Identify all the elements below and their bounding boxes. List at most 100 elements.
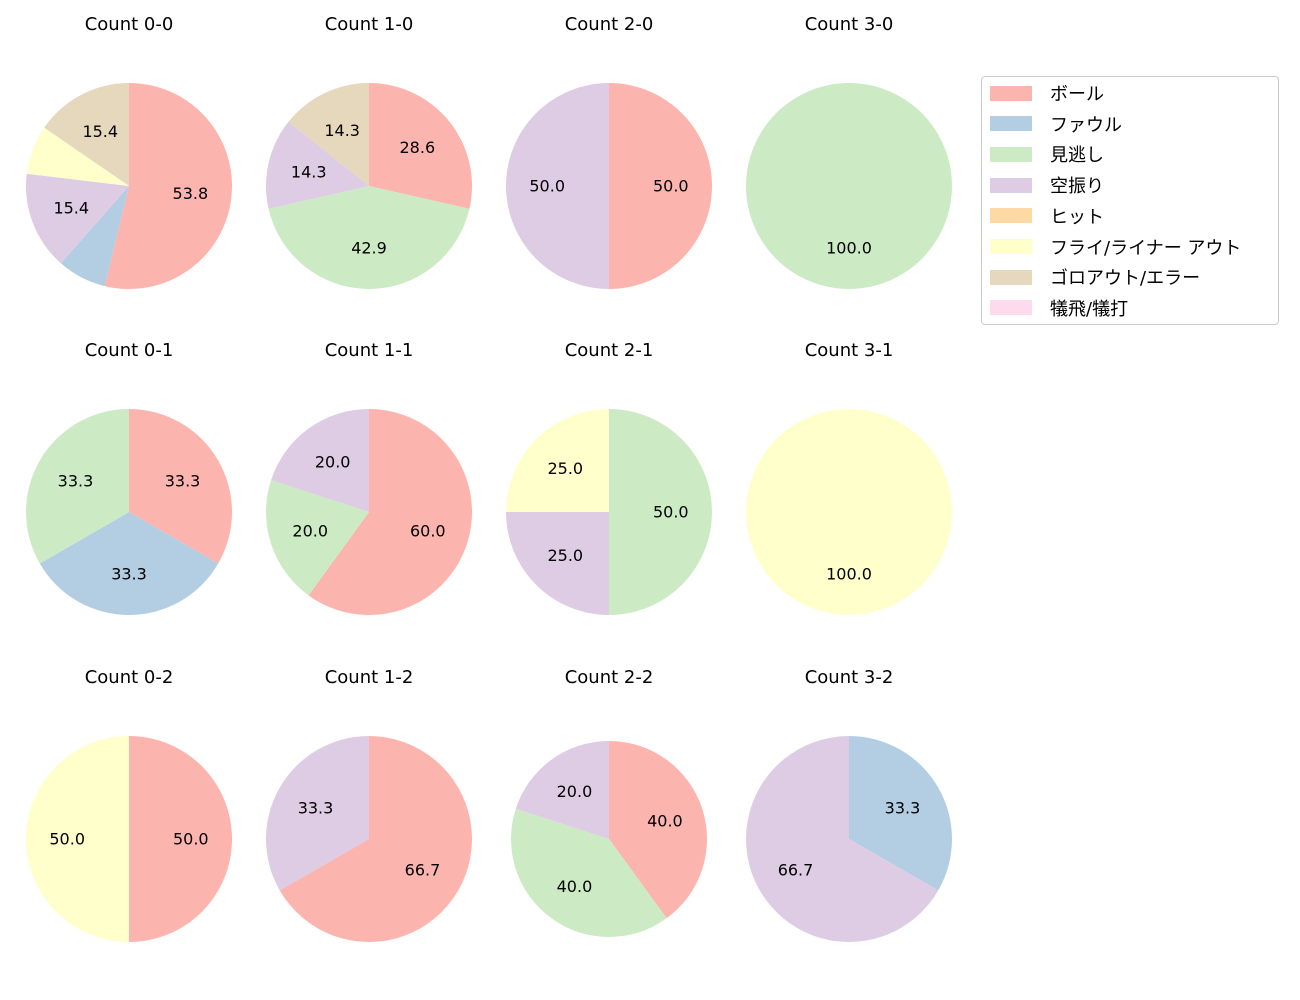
subplot-title: Count 1-2 bbox=[324, 667, 414, 688]
pie-chart: 28.6 42.9 14.3 14.3 bbox=[266, 83, 472, 289]
legend-item: 見逃し bbox=[990, 142, 1104, 166]
chart-legend: ボールファウル見逃し空振りヒットフライ/ライナー アウト ゴロアウト/エラー 犠飛/… bbox=[981, 76, 1279, 325]
slice-value-label: 100.0 bbox=[826, 564, 872, 583]
pie-slice bbox=[129, 409, 232, 564]
pie-chart: 100.0 bbox=[746, 409, 952, 615]
legend-label: 犠飛/犠打 bbox=[1050, 298, 1129, 320]
pie-slice bbox=[849, 736, 952, 891]
legend-label: ファウル bbox=[1050, 114, 1122, 136]
pie-slice bbox=[288, 83, 369, 186]
slice-value-label: 50.0 bbox=[173, 830, 209, 849]
slice-value-label: 66.7 bbox=[778, 860, 814, 879]
pie-slice bbox=[25, 173, 129, 264]
legend-swatch bbox=[990, 208, 1032, 224]
pie-slice bbox=[506, 409, 609, 512]
slice-value-label: 40.0 bbox=[557, 877, 593, 896]
legend-label: 空振り bbox=[1050, 176, 1104, 198]
pie-slice bbox=[39, 512, 219, 615]
subplot-title: Count 2-0 bbox=[564, 14, 654, 35]
slice-value-label: 42.9 bbox=[351, 238, 387, 257]
pie-slice bbox=[279, 736, 472, 942]
pie-slice bbox=[104, 83, 232, 289]
pie-chart: 53.8 15.4 15.4 bbox=[25, 83, 232, 289]
slice-value-label: 28.6 bbox=[400, 138, 436, 157]
subplot-title: Count 1-1 bbox=[324, 340, 414, 361]
legend-item: ボール bbox=[990, 81, 1104, 105]
pie-chart: 50.0 25.0 25.0 bbox=[506, 409, 712, 615]
slice-value-label: 50.0 bbox=[653, 503, 689, 522]
legend-item: 犠飛/犠打 bbox=[990, 296, 1128, 320]
slice-value-label: 25.0 bbox=[547, 459, 583, 478]
pie-chart: 50.0 50.0 bbox=[26, 736, 232, 942]
legend-item: ファウル bbox=[990, 112, 1122, 136]
pie-slice bbox=[609, 83, 712, 289]
slice-value-label: 33.3 bbox=[58, 472, 94, 491]
slice-value-label: 14.3 bbox=[291, 163, 327, 182]
slice-value-label: 50.0 bbox=[529, 177, 565, 196]
pie-slice bbox=[44, 83, 129, 186]
subplot-title: Count 3-2 bbox=[804, 667, 894, 688]
pie-chart: 66.7 33.3 bbox=[266, 736, 472, 942]
pie-slice bbox=[271, 409, 369, 512]
pie-slice bbox=[609, 741, 707, 919]
slice-value-label: 33.3 bbox=[298, 799, 334, 818]
pie-slice bbox=[266, 736, 369, 891]
pie-slice bbox=[26, 127, 129, 186]
pie-chart: 33.3 33.3 33.3 bbox=[26, 409, 232, 615]
legend-item: 空振り bbox=[990, 173, 1104, 197]
legend-label: ヒット bbox=[1050, 206, 1104, 228]
pie-slice bbox=[511, 808, 667, 937]
subplot-title: Count 1-0 bbox=[324, 14, 414, 35]
slice-value-label: 60.0 bbox=[410, 522, 446, 541]
legend-item: フライ/ライナー アウト bbox=[990, 235, 1241, 259]
pie-slice bbox=[60, 186, 130, 287]
pie-slice bbox=[266, 121, 369, 209]
pie-slice bbox=[268, 186, 470, 289]
legend-swatch bbox=[990, 177, 1032, 193]
slice-value-label: 66.7 bbox=[405, 860, 441, 879]
slice-value-label: 33.3 bbox=[885, 799, 921, 818]
subplot-title: Count 2-2 bbox=[564, 667, 654, 688]
pie-chart: 60.0 20.0 20.0 bbox=[266, 409, 472, 615]
subplot-title: Count 3-0 bbox=[804, 14, 894, 35]
pie-slice bbox=[26, 409, 129, 564]
pie-slice bbox=[369, 83, 472, 209]
pie-slice bbox=[609, 409, 712, 615]
pie-slice bbox=[506, 83, 609, 289]
slice-value-label: 53.8 bbox=[173, 184, 209, 203]
legend-label: 見逃し bbox=[1050, 145, 1104, 167]
subplot-title: Count 0-1 bbox=[84, 340, 174, 361]
slice-value-label: 15.4 bbox=[82, 122, 118, 141]
slice-value-label: 20.0 bbox=[315, 453, 351, 472]
legend-label: フライ/ライナー アウト bbox=[1050, 237, 1242, 259]
legend-swatch bbox=[990, 239, 1032, 254]
slice-value-label: 33.3 bbox=[111, 564, 147, 583]
pie-chart: 100.0 bbox=[746, 83, 952, 289]
slice-value-label: 14.3 bbox=[324, 121, 360, 140]
legend-item: ヒット bbox=[990, 204, 1104, 228]
legend-label: ゴロアウト/エラー bbox=[1050, 268, 1201, 290]
slice-value-label: 33.3 bbox=[165, 472, 201, 491]
slice-value-label: 100.0 bbox=[826, 238, 872, 257]
slice-value-label: 25.0 bbox=[547, 546, 583, 565]
pie-slice bbox=[746, 736, 939, 942]
legend-swatch bbox=[990, 116, 1032, 132]
slice-value-label: 15.4 bbox=[53, 199, 89, 218]
slice-value-label: 50.0 bbox=[653, 177, 689, 196]
pie-chart: 33.3 66.7 bbox=[746, 736, 952, 942]
subplot-title: Count 2-1 bbox=[564, 340, 654, 361]
legend-label: ボール bbox=[1050, 84, 1104, 105]
pie-slice bbox=[746, 409, 952, 615]
pie-chart: 50.0 50.0 bbox=[506, 83, 712, 289]
subplot-title: Count 0-0 bbox=[84, 14, 174, 35]
pie-chart: 40.0 40.0 20.0 bbox=[511, 741, 707, 937]
subplot-title: Count 3-1 bbox=[804, 340, 894, 361]
pie-slice bbox=[266, 480, 369, 596]
pie-slice bbox=[515, 741, 609, 839]
legend-swatch bbox=[990, 85, 1032, 101]
slice-value-label: 20.0 bbox=[557, 782, 593, 801]
legend-swatch bbox=[990, 269, 1032, 285]
subplot-title: Count 0-2 bbox=[84, 667, 174, 688]
pie-slice bbox=[308, 409, 472, 615]
